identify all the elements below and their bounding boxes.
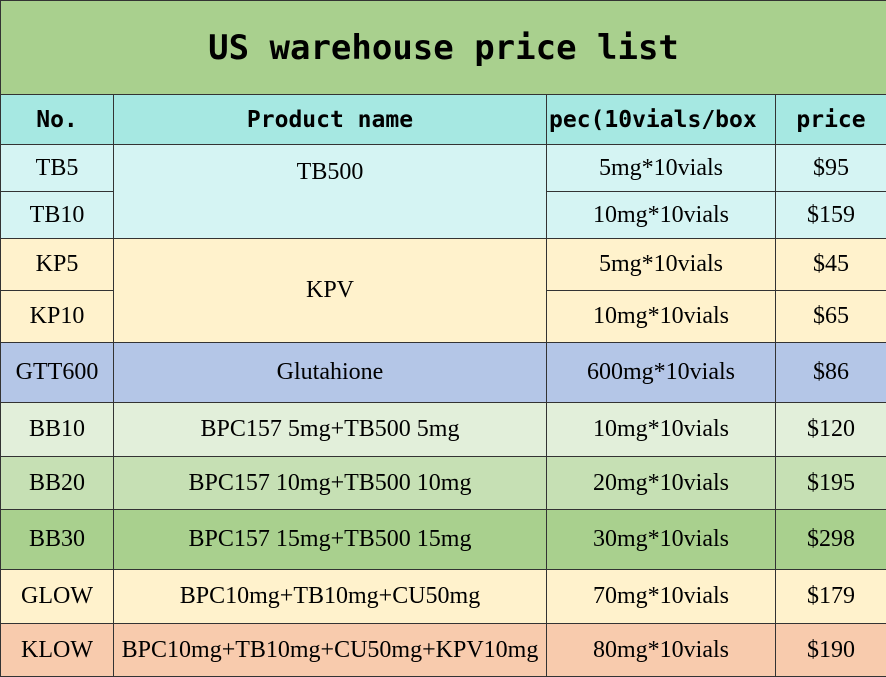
table-row-gtt600: GTT600 Glutahione 600mg*10vials $86 xyxy=(0,342,886,403)
cell-no: TB5 xyxy=(0,144,114,192)
cell-no: KP5 xyxy=(0,238,114,291)
cell-no: BB30 xyxy=(0,509,114,570)
cell-no: TB10 xyxy=(0,191,114,239)
cell-price: $195 xyxy=(775,456,886,510)
page-title: US warehouse price list xyxy=(0,0,886,95)
cell-price: $298 xyxy=(775,509,886,570)
table-row-klow: KLOW BPC10mg+TB10mg+CU50mg+KPV10mg 80mg*… xyxy=(0,623,886,677)
cell-price: $120 xyxy=(775,402,886,457)
table-row-tb10: TB10 10mg*10vials $159 xyxy=(0,191,886,239)
cell-price: $179 xyxy=(775,569,886,624)
header-no: No. xyxy=(0,94,114,145)
cell-spec: 80mg*10vials xyxy=(546,623,776,677)
cell-product: KPV xyxy=(113,238,547,343)
cell-product: BPC157 10mg+TB500 10mg xyxy=(113,456,547,510)
cell-price: $86 xyxy=(775,342,886,403)
table-row-tb5: TB5 TB500 5mg*10vials $95 xyxy=(0,144,886,239)
header-row: No. Product name pec(10vials/box price xyxy=(0,94,886,145)
cell-no: BB20 xyxy=(0,456,114,510)
table-row-kp10: KP10 10mg*10vials $65 xyxy=(0,290,886,343)
cell-no: BB10 xyxy=(0,402,114,457)
cell-spec: 10mg*10vials xyxy=(546,191,776,239)
cell-product: TB500 xyxy=(113,144,547,239)
cell-no: GLOW xyxy=(0,569,114,624)
cell-spec: 20mg*10vials xyxy=(546,456,776,510)
header-price: price xyxy=(775,94,886,145)
header-product: Product name xyxy=(113,94,547,145)
cell-price: $190 xyxy=(775,623,886,677)
table-row-bb10: BB10 BPC157 5mg+TB500 5mg 10mg*10vials $… xyxy=(0,402,886,457)
cell-product: BPC10mg+TB10mg+CU50mg xyxy=(113,569,547,624)
cell-product: BPC157 5mg+TB500 5mg xyxy=(113,402,547,457)
cell-spec: 10mg*10vials xyxy=(546,402,776,457)
cell-product: BPC10mg+TB10mg+CU50mg+KPV10mg xyxy=(113,623,547,677)
table-row-bb30: BB30 BPC157 15mg+TB500 15mg 30mg*10vials… xyxy=(0,509,886,570)
table-row-bb20: BB20 BPC157 10mg+TB500 10mg 20mg*10vials… xyxy=(0,456,886,510)
cell-price: $65 xyxy=(775,290,886,343)
cell-spec: 70mg*10vials xyxy=(546,569,776,624)
header-spec: pec(10vials/box xyxy=(546,94,776,145)
table-row-glow: GLOW BPC10mg+TB10mg+CU50mg 70mg*10vials … xyxy=(0,569,886,624)
cell-price: $95 xyxy=(775,144,886,192)
cell-spec: 5mg*10vials xyxy=(546,144,776,192)
cell-no: KLOW xyxy=(0,623,114,677)
cell-spec: 10mg*10vials xyxy=(546,290,776,343)
cell-price: $159 xyxy=(775,191,886,239)
cell-no: KP10 xyxy=(0,290,114,343)
cell-spec: 5mg*10vials xyxy=(546,238,776,291)
cell-product: Glutahione xyxy=(113,342,547,403)
cell-spec: 30mg*10vials xyxy=(546,509,776,570)
table-row-kp5: KP5 KPV 5mg*10vials $45 xyxy=(0,238,886,343)
cell-spec: 600mg*10vials xyxy=(546,342,776,403)
cell-no: GTT600 xyxy=(0,342,114,403)
cell-price: $45 xyxy=(775,238,886,291)
cell-product: BPC157 15mg+TB500 15mg xyxy=(113,509,547,570)
